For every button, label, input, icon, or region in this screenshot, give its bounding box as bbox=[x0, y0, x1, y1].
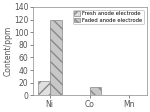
Y-axis label: Content/ppm: Content/ppm bbox=[3, 26, 12, 76]
Legend: Fresh anode electrode, Faded anode electrode: Fresh anode electrode, Faded anode elect… bbox=[73, 10, 144, 24]
Bar bbox=[90, 87, 102, 95]
Bar bbox=[50, 20, 62, 95]
Bar bbox=[38, 81, 50, 95]
